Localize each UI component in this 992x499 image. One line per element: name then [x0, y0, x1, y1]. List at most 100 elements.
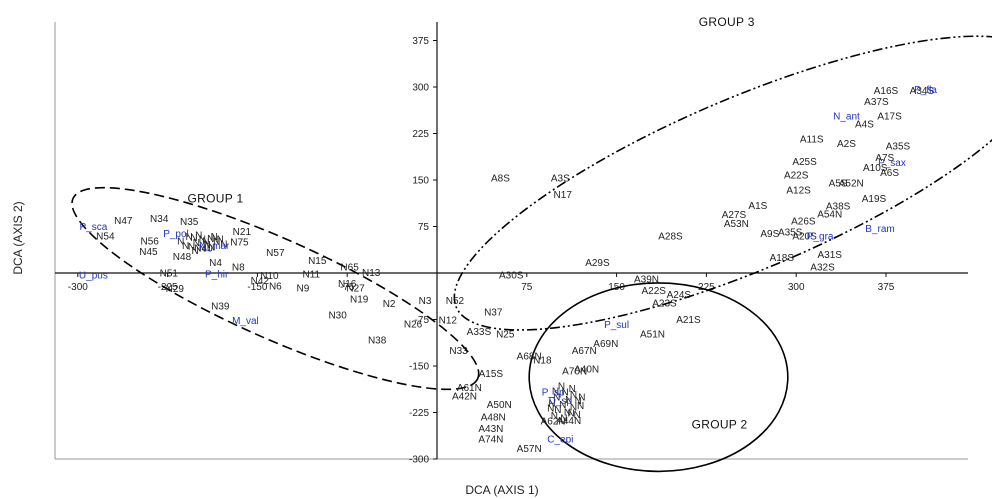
x-tick-label-225: 225 — [698, 282, 715, 293]
cluster-site-mark: N — [561, 388, 568, 399]
site-label-a62n: A62N — [541, 417, 566, 428]
cluster-site-mark: N — [578, 393, 585, 404]
site-label-n8: N8 — [232, 262, 245, 273]
cluster-site-mark: N — [577, 401, 584, 412]
cluster-site-mark: N — [569, 384, 576, 395]
species-label-n-mar: N_mar — [199, 241, 230, 252]
species-label-p-hir: P_hir — [205, 270, 229, 281]
site-label-n48: N48 — [173, 252, 192, 263]
site-label-n54: N54 — [96, 231, 115, 242]
site-label-a44n: A44N — [556, 416, 581, 427]
site-label-a33s: A33S — [467, 327, 492, 338]
species-label-d-sp: D_sp — [549, 396, 573, 407]
site-label-a19s: A19S — [862, 194, 887, 205]
cluster-site-mark: N — [208, 242, 215, 253]
site-label-n38: N38 — [368, 335, 387, 346]
y-tick-label-150: -150 — [409, 362, 429, 373]
site-label-n18: N18 — [533, 355, 552, 366]
species-label-p-fla: P_fla — [914, 85, 937, 96]
y-tick-label-300: 300 — [412, 83, 429, 94]
site-label-n34: N34 — [150, 214, 169, 225]
site-label-n13: N13 — [362, 268, 381, 279]
site-label-n6: N6 — [269, 282, 282, 293]
cluster-site-mark: N — [182, 241, 189, 252]
cluster-site-mark: N — [573, 410, 580, 421]
cluster-site-mark: N — [177, 236, 184, 247]
site-label-a6s: A6S — [880, 168, 899, 179]
site-label-n75: N75 — [230, 238, 249, 249]
group-labels-layer: GROUP 1 GROUP 2 GROUP 3 — [188, 15, 755, 431]
species-label-p-gra: P_gra — [807, 231, 834, 242]
site-label-n12: N12 — [439, 316, 458, 327]
y-tick-label-225: 225 — [412, 129, 429, 140]
cluster-site-mark: N — [195, 231, 202, 242]
site-label-n65: N65 — [340, 262, 359, 273]
species-label-b-ram: B_ram — [865, 224, 894, 235]
site-label-a35s: A35S — [778, 228, 803, 239]
y-tick-label-75: 75 — [418, 222, 430, 233]
site-label-a17s: A17S — [877, 112, 902, 123]
cluster-site-mark: N — [564, 407, 571, 418]
site-label-n51: N51 — [160, 269, 179, 280]
site-label-n27: N27 — [346, 283, 365, 294]
site-label-a74n: A74N — [478, 435, 503, 446]
site-label-a54n: A54N — [817, 210, 842, 221]
species-label-n-ant: N_ant — [833, 112, 860, 123]
cluster-site-mark: N — [217, 234, 224, 245]
cluster-site-mark: N — [552, 386, 559, 397]
site-label-a40n: A40N — [574, 365, 599, 376]
site-label-a4s: A4S — [855, 120, 874, 131]
site-label-n39: N39 — [211, 301, 230, 312]
cluster-site-mark: N — [207, 234, 214, 245]
cluster-site-mark: N — [199, 244, 206, 255]
site-label-a2s: A2S — [837, 139, 856, 150]
cluster-site-mark: N — [570, 402, 577, 413]
y-axis-title: DCA (AXIS 2) — [11, 201, 25, 274]
cluster-site-mark: N — [204, 240, 211, 251]
site-label-a34s: A34S — [910, 86, 935, 97]
site-label-a42n: A42N — [452, 391, 477, 402]
site-label-n17: N17 — [554, 190, 573, 201]
x-tick-label-75: 75 — [521, 282, 533, 293]
cluster-site-mark: N — [559, 400, 566, 411]
site-label-a38s: A38S — [826, 202, 851, 213]
site-label-a9s: A9S — [760, 229, 779, 240]
species-label-c-epi: C_epi — [547, 435, 573, 446]
cluster-site-mark: N — [190, 233, 197, 244]
site-label-a37s: A37S — [864, 97, 889, 108]
site-label-a15s: A15S — [479, 369, 504, 380]
site-label-a16s: A16S — [874, 86, 899, 97]
group-2-label: GROUP 2 — [692, 417, 748, 431]
group-3-ellipse — [453, 35, 992, 331]
species-label-p-pol: P_pol — [163, 229, 189, 240]
site-label-a18s: A18S — [770, 253, 795, 264]
site-label-a67n: A67N — [572, 346, 597, 357]
plot-frame — [54, 22, 968, 460]
cluster-site-mark: N — [554, 405, 561, 416]
x-tick-label-75: -75 — [340, 282, 355, 293]
site-label-n29: N29 — [166, 284, 185, 295]
cluster-site-mark: N — [551, 411, 558, 422]
cluster-site-mark: N — [199, 234, 206, 245]
site-label-a53n: A53N — [724, 219, 749, 230]
species-labels-layer: P_sca P_pol N_mar U_pus P_hir M_val P_sul C_epi… — [79, 85, 937, 446]
site-label-a20s: A20S — [792, 231, 817, 242]
site-label-a35s: A35S — [886, 141, 911, 152]
y-tick-label-300: -300 — [409, 455, 429, 466]
cluster-site-mark: N — [558, 381, 565, 392]
y-tick-label-150: 150 — [412, 176, 429, 187]
group-ellipses-layer — [71, 35, 992, 473]
site-label-n16: N16 — [338, 279, 357, 290]
x-tick-label-375: 375 — [878, 282, 895, 293]
site-label-n10: N10 — [260, 271, 279, 282]
species-label-p-sax: P_sax — [878, 158, 906, 169]
site-label-a22s: A22S — [641, 286, 666, 297]
site-label-n19: N19 — [350, 295, 369, 306]
cluster-site-mark: N — [188, 242, 195, 253]
site-label-n9: N9 — [297, 283, 310, 294]
site-label-a25s: A25S — [792, 157, 817, 168]
site-label-n33: N33 — [449, 346, 468, 357]
x-axis-title: DCA (AXIS 1) — [465, 483, 538, 497]
